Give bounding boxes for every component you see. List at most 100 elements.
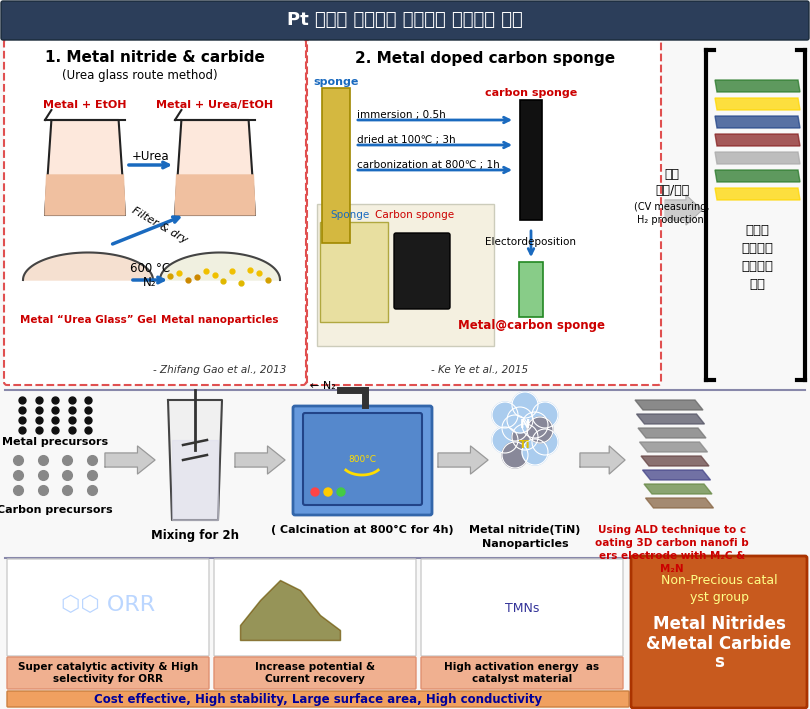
- Text: &Metal Carbide: &Metal Carbide: [646, 635, 791, 653]
- Polygon shape: [45, 120, 125, 215]
- Circle shape: [532, 429, 558, 455]
- Circle shape: [492, 427, 518, 453]
- FancyBboxPatch shape: [214, 559, 416, 656]
- Polygon shape: [235, 446, 285, 474]
- Text: Metal precursors: Metal precursors: [2, 437, 108, 447]
- Polygon shape: [715, 116, 800, 128]
- Text: ← N₂: ← N₂: [310, 381, 336, 391]
- Text: immersion ; 0.5h: immersion ; 0.5h: [357, 110, 446, 120]
- Text: Metal + EtOH: Metal + EtOH: [43, 100, 126, 110]
- Text: N₂: N₂: [143, 277, 157, 289]
- Text: Mixing for 2h: Mixing for 2h: [151, 528, 239, 542]
- Text: Electordeposition: Electordeposition: [485, 237, 577, 247]
- Circle shape: [512, 392, 538, 418]
- Polygon shape: [172, 440, 218, 520]
- Polygon shape: [637, 414, 705, 424]
- Text: N: N: [520, 418, 531, 432]
- Text: carbon sponge: carbon sponge: [485, 88, 577, 98]
- Polygon shape: [438, 446, 488, 474]
- Polygon shape: [105, 446, 155, 474]
- FancyBboxPatch shape: [631, 556, 807, 708]
- Text: 금속촉매: 금속촉매: [741, 242, 773, 255]
- Text: High activation energy  as
catalyst material: High activation energy as catalyst mater…: [445, 662, 599, 683]
- Text: Carbon sponge: Carbon sponge: [375, 210, 454, 220]
- Text: Metal + Urea/EtOH: Metal + Urea/EtOH: [156, 100, 274, 110]
- Text: Ti: Ti: [519, 440, 531, 450]
- Text: Non-Precious catal: Non-Precious catal: [661, 574, 778, 586]
- Polygon shape: [646, 498, 714, 508]
- Polygon shape: [23, 252, 153, 280]
- FancyBboxPatch shape: [293, 406, 432, 515]
- Text: Using ALD technique to c: Using ALD technique to c: [598, 525, 746, 535]
- Text: H₂ production): H₂ production): [637, 215, 707, 225]
- Text: - Ke Ye et al., 2015: - Ke Ye et al., 2015: [432, 365, 529, 375]
- Text: 평가/비교: 평가/비교: [654, 184, 689, 196]
- Text: - Zhifang Gao et al., 2013: - Zhifang Gao et al., 2013: [153, 365, 287, 375]
- FancyBboxPatch shape: [320, 222, 388, 322]
- Polygon shape: [175, 175, 255, 215]
- Text: Pt 대체용 비백금계 금속촉매 환원전극 제조: Pt 대체용 비백금계 금속촉매 환원전극 제조: [287, 11, 523, 29]
- Text: Nanoparticles: Nanoparticles: [482, 539, 569, 549]
- Polygon shape: [168, 400, 222, 520]
- Text: Filter & dry: Filter & dry: [130, 205, 190, 245]
- Polygon shape: [644, 484, 712, 494]
- Circle shape: [502, 442, 528, 468]
- Circle shape: [337, 488, 345, 496]
- Circle shape: [522, 412, 548, 438]
- Polygon shape: [160, 252, 280, 280]
- Polygon shape: [715, 152, 800, 164]
- Polygon shape: [638, 428, 706, 438]
- Text: M₂N: M₂N: [660, 564, 684, 574]
- Text: oating 3D carbon nanofi b: oating 3D carbon nanofi b: [595, 538, 749, 548]
- Circle shape: [492, 402, 518, 428]
- Circle shape: [527, 417, 553, 443]
- Circle shape: [507, 407, 533, 433]
- FancyBboxPatch shape: [520, 100, 542, 220]
- FancyBboxPatch shape: [7, 691, 629, 707]
- Text: ers electrode with M₂C &: ers electrode with M₂C &: [599, 551, 745, 561]
- Text: Metal Nitrides: Metal Nitrides: [653, 615, 786, 633]
- FancyBboxPatch shape: [307, 39, 661, 385]
- Polygon shape: [640, 442, 707, 452]
- FancyBboxPatch shape: [322, 88, 350, 243]
- Text: +Urea: +Urea: [132, 150, 170, 164]
- Text: TMNs: TMNs: [505, 601, 539, 615]
- FancyBboxPatch shape: [4, 39, 306, 385]
- Circle shape: [311, 488, 319, 496]
- Text: 최적의: 최적의: [745, 223, 769, 237]
- Circle shape: [512, 424, 538, 450]
- Text: carbonization at 800℃ ; 1h: carbonization at 800℃ ; 1h: [357, 160, 500, 170]
- Text: ( Calcination at 800°C for 4h): ( Calcination at 800°C for 4h): [271, 525, 454, 535]
- Text: Super catalytic activity & High
selectivity for ORR: Super catalytic activity & High selectiv…: [18, 662, 198, 683]
- Polygon shape: [715, 80, 800, 92]
- Polygon shape: [715, 188, 800, 200]
- Circle shape: [502, 415, 528, 441]
- FancyBboxPatch shape: [519, 262, 543, 317]
- Text: Carbon precursors: Carbon precursors: [0, 505, 113, 515]
- Text: (Urea glass route method): (Urea glass route method): [62, 69, 218, 82]
- Text: 환원전극: 환원전극: [741, 259, 773, 272]
- Text: Metal nanoparticles: Metal nanoparticles: [161, 315, 279, 325]
- FancyBboxPatch shape: [394, 233, 450, 309]
- Text: 성능: 성능: [664, 169, 680, 182]
- FancyBboxPatch shape: [421, 657, 623, 689]
- Polygon shape: [175, 120, 255, 215]
- Text: Metal “Urea Glass” Gel: Metal “Urea Glass” Gel: [19, 315, 156, 325]
- FancyBboxPatch shape: [7, 559, 209, 656]
- Polygon shape: [715, 170, 800, 182]
- Polygon shape: [45, 175, 125, 215]
- Text: Increase potential &
Current recovery: Increase potential & Current recovery: [255, 662, 375, 683]
- Text: 선정: 선정: [749, 277, 765, 291]
- Text: 800°C: 800°C: [348, 455, 376, 464]
- Polygon shape: [665, 195, 702, 225]
- FancyBboxPatch shape: [317, 204, 494, 346]
- Circle shape: [532, 402, 558, 428]
- Text: Metal@carbon sponge: Metal@carbon sponge: [458, 318, 604, 332]
- Text: ⬡⬡ ORR: ⬡⬡ ORR: [61, 595, 155, 615]
- FancyBboxPatch shape: [421, 559, 623, 656]
- Polygon shape: [580, 446, 625, 474]
- Polygon shape: [715, 134, 800, 146]
- Circle shape: [324, 488, 332, 496]
- Text: (CV measuring,: (CV measuring,: [634, 202, 710, 212]
- Polygon shape: [641, 456, 709, 466]
